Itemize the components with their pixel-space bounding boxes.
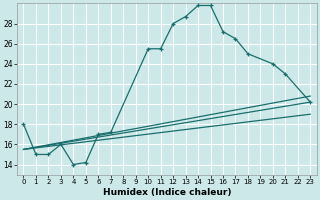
X-axis label: Humidex (Indice chaleur): Humidex (Indice chaleur) xyxy=(103,188,231,197)
